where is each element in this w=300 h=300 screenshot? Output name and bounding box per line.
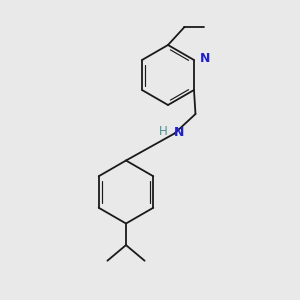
Text: N: N [200,52,210,65]
Text: N: N [174,126,184,140]
Text: H: H [159,124,168,138]
